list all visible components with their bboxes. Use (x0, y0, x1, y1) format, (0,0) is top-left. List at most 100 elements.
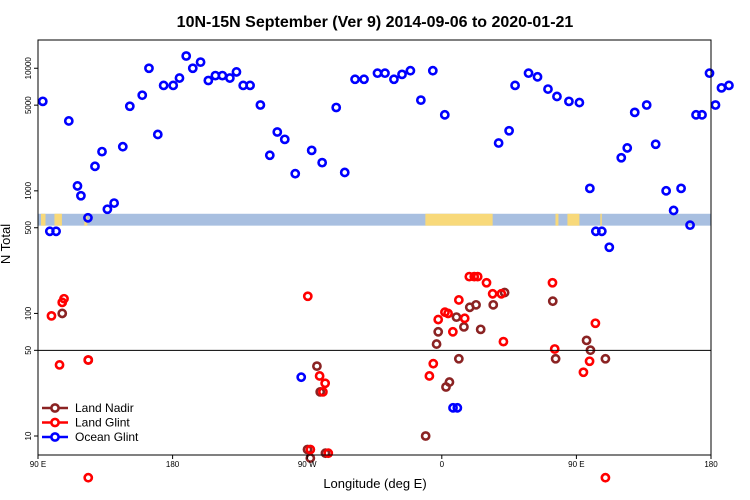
data-point (453, 353, 464, 364)
data-point (424, 371, 435, 381)
data-point (195, 57, 206, 68)
data-point (641, 100, 652, 110)
data-point (187, 63, 198, 74)
data-point (590, 318, 601, 329)
data-point (459, 313, 470, 324)
data-point (549, 344, 560, 354)
data-point (158, 80, 169, 91)
data-point (290, 168, 301, 179)
data-point (224, 73, 235, 83)
legend-marker (50, 417, 60, 428)
data-point (550, 353, 561, 364)
data-point (469, 271, 480, 282)
x-axis-label: Longitude (deg E) (323, 476, 426, 491)
ocean-band (38, 213, 711, 226)
legend-marker (50, 403, 60, 413)
data-point (564, 96, 574, 107)
data-point (51, 226, 61, 237)
data-point (543, 84, 553, 94)
data-point (339, 167, 350, 178)
y-tick-label: 10 (24, 431, 33, 440)
x-tick-label: 0 (440, 460, 445, 469)
y-tick-label: 100 (24, 306, 33, 320)
data-point (320, 378, 331, 389)
land-band (40, 213, 46, 226)
data-point (685, 220, 695, 231)
data-point (604, 242, 615, 253)
data-point (547, 296, 558, 307)
data-point (629, 107, 640, 118)
data-point (487, 288, 498, 299)
data-point (314, 371, 325, 381)
data-point (76, 190, 86, 201)
y-tick-label: 1000 (24, 181, 33, 199)
data-point (181, 51, 192, 61)
data-point (547, 277, 558, 288)
data-point (661, 185, 672, 196)
data-point (472, 271, 483, 282)
data-point (431, 339, 442, 349)
data-point (83, 212, 93, 223)
data-point (523, 68, 534, 79)
plot-frame (37, 39, 712, 456)
data-point (433, 326, 444, 337)
x-tick-label: 180 (166, 460, 180, 469)
data-point (650, 139, 661, 150)
data-point (697, 109, 707, 120)
data-point (493, 138, 504, 148)
x-tick-label: 90 W (298, 460, 317, 469)
data-point (600, 353, 611, 364)
x-tick-label: 90 E (30, 460, 46, 469)
data-point (459, 322, 469, 332)
data-point (137, 90, 148, 101)
data-point (724, 80, 734, 91)
y-tick-label: 50 (24, 345, 33, 354)
data-point (439, 109, 450, 120)
data-point (532, 71, 543, 82)
data-point (676, 183, 686, 194)
x-tick-label: 180 (704, 460, 718, 469)
legend-label: Ocean Glint (75, 430, 139, 444)
data-point (428, 358, 439, 369)
data-point (427, 65, 438, 76)
data-point (710, 100, 721, 110)
data-point (168, 80, 179, 91)
data-point (117, 141, 128, 152)
data-point (552, 91, 562, 102)
data-point (37, 96, 48, 107)
legend-marker (50, 432, 60, 442)
data-point (488, 299, 499, 310)
data-point (415, 95, 426, 106)
data-point (380, 68, 390, 79)
legend-label: Land Nadir (75, 401, 134, 415)
data-point (510, 80, 520, 91)
data-point (471, 299, 481, 310)
data-point (272, 127, 283, 137)
data-point (83, 355, 94, 365)
data-point (504, 125, 514, 136)
data-point (331, 102, 342, 113)
data-point (203, 75, 214, 86)
data-point (46, 310, 57, 321)
data-point (255, 100, 266, 110)
data-point (716, 82, 727, 93)
data-point (54, 360, 65, 370)
data-point (622, 143, 633, 153)
data-point (102, 204, 113, 215)
data-point (452, 402, 463, 413)
data-point (447, 326, 458, 337)
data-point (296, 372, 307, 383)
data-point (302, 291, 313, 302)
data-points (37, 51, 734, 483)
data-point (584, 356, 595, 367)
data-point (312, 361, 322, 372)
axes: 90 E 180 90 W 0 90 E 180 10 50 100 500 1000 5000 100… (24, 39, 718, 469)
data-point (279, 134, 290, 145)
x-tick-label: 90 E (568, 460, 584, 469)
data-point (616, 152, 627, 163)
data-point (63, 116, 74, 126)
data-point (475, 324, 486, 335)
data-point (323, 448, 334, 459)
